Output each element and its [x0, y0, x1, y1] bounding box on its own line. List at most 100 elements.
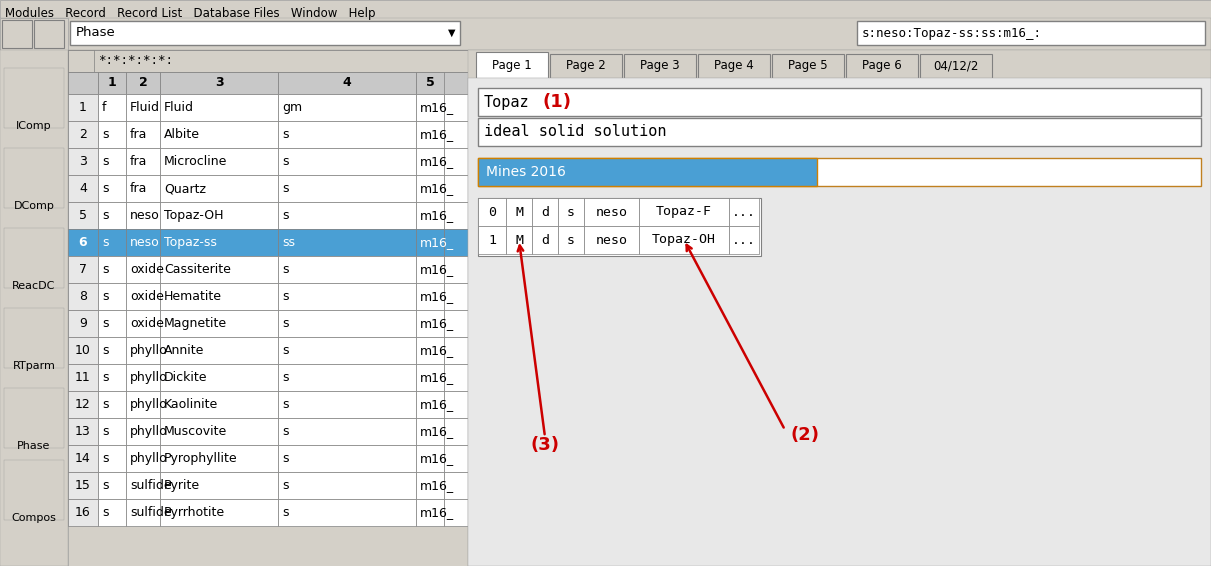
Bar [98, 94, 126, 121]
Bar [0, 50, 68, 566]
Text: Compos: Compos [12, 513, 57, 523]
Text: Muscovite: Muscovite [163, 425, 228, 438]
Bar [476, 52, 549, 78]
Text: Page 5: Page 5 [788, 59, 828, 72]
Text: s: s [282, 425, 288, 438]
Bar [465, 20, 490, 48]
Bar [0, 18, 1211, 50]
Bar [773, 20, 799, 48]
Bar [34, 20, 64, 48]
Bar [417, 418, 444, 445]
Text: Fluid: Fluid [130, 101, 160, 114]
Bar [4, 388, 64, 448]
Text: s: s [282, 371, 288, 384]
Bar [126, 499, 160, 526]
Bar [68, 418, 98, 445]
Text: s:neso:Topaz-ss:ss:m16_:: s:neso:Topaz-ss:ss:m16_: [862, 27, 1041, 40]
Text: m16_: m16_ [420, 128, 454, 141]
Bar [444, 148, 467, 175]
Text: phyllo: phyllo [130, 398, 168, 411]
Text: sulfide: sulfide [130, 506, 172, 519]
Text: m16_: m16_ [420, 398, 454, 411]
Bar [478, 88, 1201, 116]
Text: Quartz: Quartz [163, 182, 206, 195]
Text: neso: neso [130, 236, 160, 249]
Text: s: s [102, 209, 109, 222]
Bar [444, 445, 467, 472]
Bar [279, 121, 417, 148]
Bar [68, 202, 98, 229]
Text: 15: 15 [75, 479, 91, 492]
Bar [0, 18, 68, 50]
Text: s: s [102, 317, 109, 330]
Text: m16_: m16_ [420, 344, 454, 357]
Text: m16_: m16_ [420, 371, 454, 384]
Text: 3: 3 [79, 155, 87, 168]
Text: 14: 14 [75, 452, 91, 465]
Bar [417, 391, 444, 418]
Bar [279, 445, 417, 472]
Text: 10: 10 [75, 344, 91, 357]
Bar [478, 158, 1201, 186]
Bar [126, 121, 160, 148]
Text: Magnetite: Magnetite [163, 317, 228, 330]
Bar [68, 391, 98, 418]
Bar [417, 256, 444, 283]
Bar [68, 72, 98, 94]
Text: s: s [282, 506, 288, 519]
Text: Topaz-OH: Topaz-OH [163, 209, 224, 222]
Text: 9: 9 [79, 317, 87, 330]
Bar [15, 392, 54, 432]
Bar [126, 256, 160, 283]
Bar [506, 226, 532, 254]
Text: s: s [282, 263, 288, 276]
Bar [279, 229, 417, 256]
Text: 0: 0 [488, 205, 497, 218]
Bar [68, 283, 98, 310]
Bar [661, 20, 687, 48]
Bar [417, 283, 444, 310]
Bar [160, 310, 279, 337]
Bar [444, 364, 467, 391]
Bar [160, 337, 279, 364]
Bar [160, 391, 279, 418]
Text: fra: fra [130, 155, 148, 168]
Bar [68, 499, 98, 526]
Bar [467, 78, 1211, 566]
Bar [2, 20, 31, 48]
Text: m16_: m16_ [420, 209, 454, 222]
Bar [68, 72, 467, 94]
Bar [126, 337, 160, 364]
Text: IComp: IComp [16, 121, 52, 131]
Bar [478, 158, 817, 186]
Text: s: s [102, 371, 109, 384]
Bar [98, 121, 126, 148]
Bar [639, 226, 729, 254]
Bar [98, 499, 126, 526]
Text: m16_: m16_ [420, 236, 454, 249]
Text: Pyrophyllite: Pyrophyllite [163, 452, 237, 465]
Text: d: d [541, 205, 549, 218]
Bar [160, 418, 279, 445]
Bar [279, 472, 417, 499]
Text: s: s [102, 506, 109, 519]
Bar [698, 54, 770, 78]
Text: M: M [515, 234, 523, 247]
Bar [68, 94, 98, 121]
Text: s: s [102, 155, 109, 168]
Bar [444, 175, 467, 202]
Text: s: s [102, 236, 109, 249]
Text: 2: 2 [79, 128, 87, 141]
Text: oxide: oxide [130, 317, 163, 330]
Bar [846, 54, 918, 78]
Bar [745, 20, 771, 48]
Bar [160, 472, 279, 499]
Text: m16_: m16_ [420, 506, 454, 519]
Bar [444, 256, 467, 283]
Bar [68, 256, 98, 283]
Text: m16_: m16_ [420, 479, 454, 492]
Bar [558, 226, 584, 254]
Bar [478, 226, 506, 254]
Text: (1): (1) [543, 93, 572, 111]
Bar [576, 20, 603, 48]
